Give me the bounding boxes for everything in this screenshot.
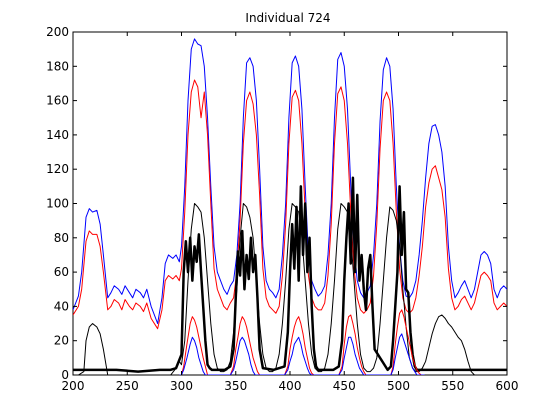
y-tick-label: 60 xyxy=(54,265,69,279)
y-tick-label: 180 xyxy=(46,59,69,73)
y-tick-label: 40 xyxy=(54,299,69,313)
y-tick-label: 140 xyxy=(46,128,69,142)
x-tick-label: 300 xyxy=(170,379,193,393)
series-line-5 xyxy=(179,309,425,375)
y-tick-label: 200 xyxy=(46,25,69,39)
series-line-2 xyxy=(73,79,507,330)
y-tick-label: 20 xyxy=(54,334,69,348)
tick-layer: 200 250 300 350 400 450 500 550 600 0 20 40 60 80 100 1… xyxy=(46,25,518,393)
x-tick-label: 500 xyxy=(387,379,410,393)
series-line-4 xyxy=(73,176,507,373)
x-tick-label: 400 xyxy=(279,379,302,393)
y-tick-label: 120 xyxy=(46,162,69,176)
series-line-6 xyxy=(179,333,425,375)
x-tick-label: 550 xyxy=(441,379,464,393)
x-tick-label: 600 xyxy=(496,379,519,393)
x-tick-label: 200 xyxy=(62,379,85,393)
y-tick-label: 0 xyxy=(61,368,69,382)
y-tick-label: 160 xyxy=(46,94,69,108)
chart-title: Individual 724 xyxy=(245,11,330,25)
series-line-1 xyxy=(73,38,507,325)
x-tick-label: 350 xyxy=(224,379,247,393)
series-line-3 xyxy=(73,203,507,375)
y-tick-label: 100 xyxy=(46,197,69,211)
series-layer xyxy=(73,38,507,375)
y-tick-label: 80 xyxy=(54,231,69,245)
plot-area xyxy=(72,31,508,376)
x-tick-label: 450 xyxy=(333,379,356,393)
x-tick-label: 250 xyxy=(116,379,139,393)
